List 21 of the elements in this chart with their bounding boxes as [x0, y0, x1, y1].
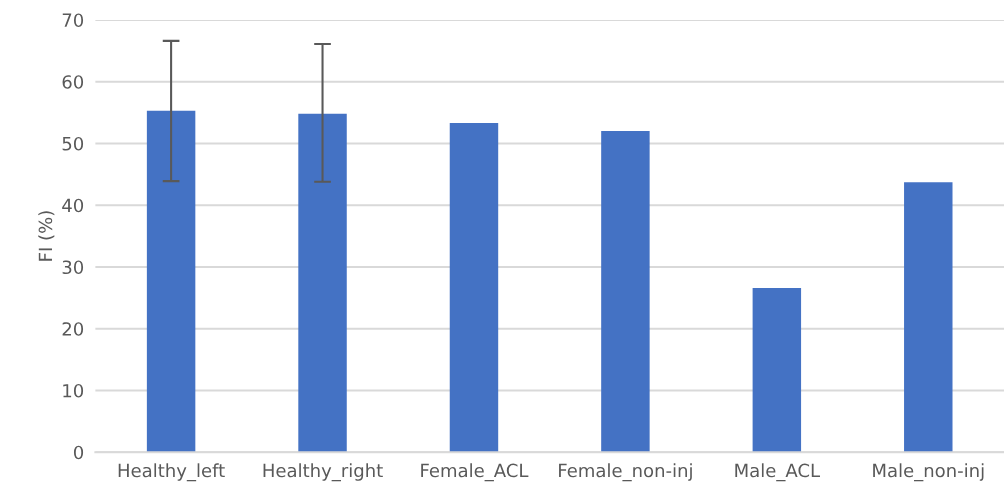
x-tick-label: Healthy_right	[263, 463, 383, 482]
y-tick-label: 30	[62, 260, 84, 275]
y-tick-label: 20	[62, 322, 84, 336]
y-tick-label: 70	[62, 13, 84, 28]
x-tick-label: Female_ACL	[421, 463, 529, 482]
y-tick-label: 10	[63, 383, 84, 398]
x-tick-label: Female_non-inj	[559, 463, 692, 482]
y-tick-label: 0	[73, 445, 84, 460]
x-tick-label: Healthy_left	[118, 463, 225, 482]
bar	[904, 182, 953, 453]
bar	[146, 110, 196, 453]
x-tick-label: Male_ACL	[735, 463, 820, 482]
y-tick-label: 50	[62, 136, 84, 151]
x-tick-label: Male_non-inj	[873, 463, 984, 482]
y-tick-label: 60	[62, 75, 84, 89]
bar	[752, 287, 802, 453]
y-axis-title: FI (%)	[38, 211, 55, 261]
bar	[449, 123, 499, 453]
bar	[298, 113, 347, 453]
bar	[601, 131, 650, 453]
y-tick-label: 40	[62, 198, 84, 213]
